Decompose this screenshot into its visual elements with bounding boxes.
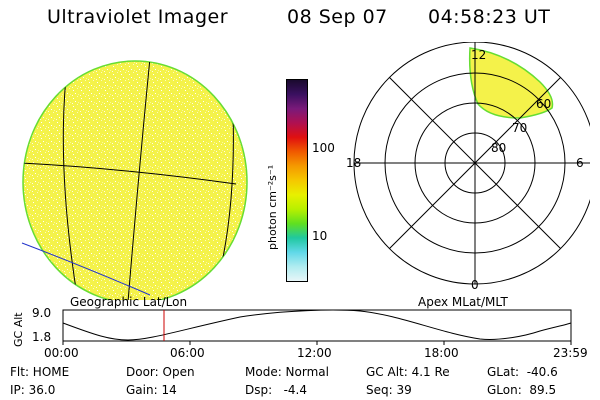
xtick-2359: 23:59 [553,346,588,360]
mlt-label-18: 18 [346,156,361,170]
meridian-line [127,61,151,300]
flight-status: Flt: HOME [10,365,70,379]
ytick-low: 1.8 [32,330,52,344]
glon-status: GLon: 89.5 [487,383,557,397]
terminator-line [21,242,151,296]
colorbar-unit-label: photon cm⁻²s⁻¹ [266,164,279,250]
dsp-status: Dsp: -4.4 [245,383,308,397]
coverage-region [468,47,554,119]
geographic-image-panel [21,60,248,300]
glat-status: GLat: -40.6 [487,365,558,379]
instrument-title: Ultraviolet Imager [47,6,229,28]
colorbar-tick-100: 100 [312,141,335,155]
magnetic-polar-panel: 12 6 0 18 60 70 80 [346,42,590,292]
altitude-curve [62,309,572,341]
door-status: Door: Open [126,365,195,379]
mode-status: Mode: Normal [245,365,329,379]
time-label: 04:58:23 UT [428,6,551,28]
colorbar [286,79,308,282]
mlt-label-6: 6 [576,156,584,170]
right-panel-label: Apex MLat/MLT [418,295,508,309]
parallel-line [23,162,237,185]
seq-status: Seq: 39 [366,383,412,397]
mlt-label-0: 0 [471,278,479,292]
xtick-0600: 06:00 [170,346,205,360]
gain-status: Gain: 14 [126,383,177,397]
xtick-1800: 18:00 [424,346,459,360]
gcalt-status: GC Alt: 4.1 Re [366,365,450,379]
altitude-timeline [62,309,572,345]
lat-label-70: 70 [512,121,527,135]
earth-disk [22,60,248,300]
ip-status: IP: 36.0 [10,383,56,397]
ytick-high: 9.0 [32,306,52,320]
lat-label-60: 60 [536,97,551,111]
xtick-1200: 12:00 [297,346,332,360]
altitude-ylabel: GC Alt [12,312,25,347]
xtick-0000: 00:00 [44,346,79,360]
lat-label-80: 80 [491,141,506,155]
date-label: 08 Sep 07 [287,6,388,28]
left-panel-label: Geographic Lat/Lon [70,295,188,309]
mlt-label-12: 12 [471,48,486,62]
colorbar-tick-10: 10 [312,229,328,243]
